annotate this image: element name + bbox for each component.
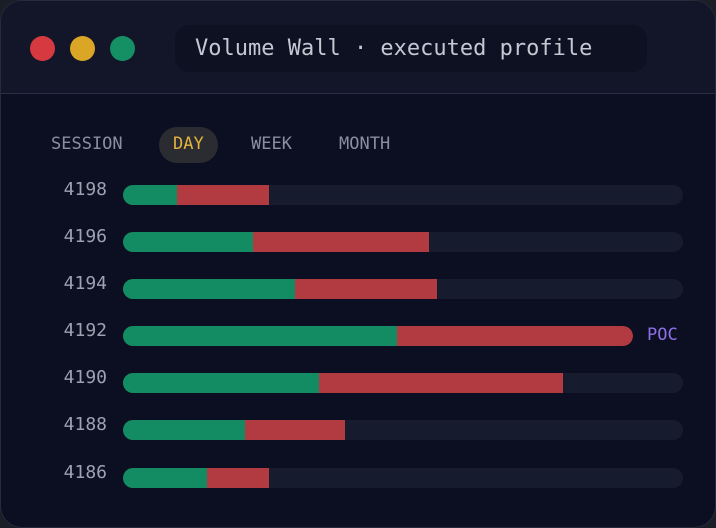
zoom-window-button[interactable]: [110, 36, 135, 61]
tab-month[interactable]: MONTH: [339, 134, 391, 154]
volume-track: [123, 279, 683, 299]
price-level-label: 4196: [63, 226, 107, 247]
price-level-label: 4190: [63, 367, 107, 388]
volume-track: [123, 326, 633, 346]
volume-track: [123, 373, 683, 393]
profile-row: 4198: [1, 179, 715, 212]
volume-track: [123, 185, 683, 205]
price-level-label: 4194: [63, 273, 107, 294]
sell-volume-bar: [177, 185, 269, 205]
buy-volume-bar: [123, 373, 319, 393]
sell-volume-bar: [319, 373, 563, 393]
sell-volume-bar: [253, 232, 429, 252]
window-title: Volume Wall · executed profile: [175, 25, 647, 72]
profile-row: 4190: [1, 367, 715, 400]
close-window-button[interactable]: [30, 36, 55, 61]
buy-volume-bar: [123, 468, 207, 488]
volume-track: [123, 420, 683, 440]
tab-day[interactable]: DAY: [159, 127, 218, 163]
profile-row: 4196: [1, 226, 715, 259]
price-level-label: 4192: [63, 320, 107, 341]
volume-track: [123, 468, 683, 488]
price-level-label: 4188: [63, 414, 107, 435]
sell-volume-bar: [207, 468, 269, 488]
price-level-label: 4186: [63, 462, 107, 483]
profile-row: 4188: [1, 414, 715, 447]
tab-session[interactable]: SESSION: [51, 134, 123, 154]
volume-track: [123, 232, 683, 252]
buy-volume-bar: [123, 279, 295, 299]
sell-volume-bar: [397, 326, 633, 346]
title-bar: Volume Wall · executed profile: [1, 1, 715, 94]
buy-volume-bar: [123, 326, 397, 346]
profile-row: 4186: [1, 462, 715, 495]
poc-label: POC: [647, 325, 678, 345]
buy-volume-bar: [123, 232, 253, 252]
sell-volume-bar: [245, 420, 345, 440]
buy-volume-bar: [123, 185, 177, 205]
buy-volume-bar: [123, 420, 245, 440]
tab-week[interactable]: WEEK: [251, 134, 292, 154]
minimize-window-button[interactable]: [70, 36, 95, 61]
sell-volume-bar: [295, 279, 437, 299]
profile-row: 4194: [1, 273, 715, 306]
price-level-label: 4198: [63, 179, 107, 200]
profile-row: 4192 POC: [1, 320, 715, 353]
